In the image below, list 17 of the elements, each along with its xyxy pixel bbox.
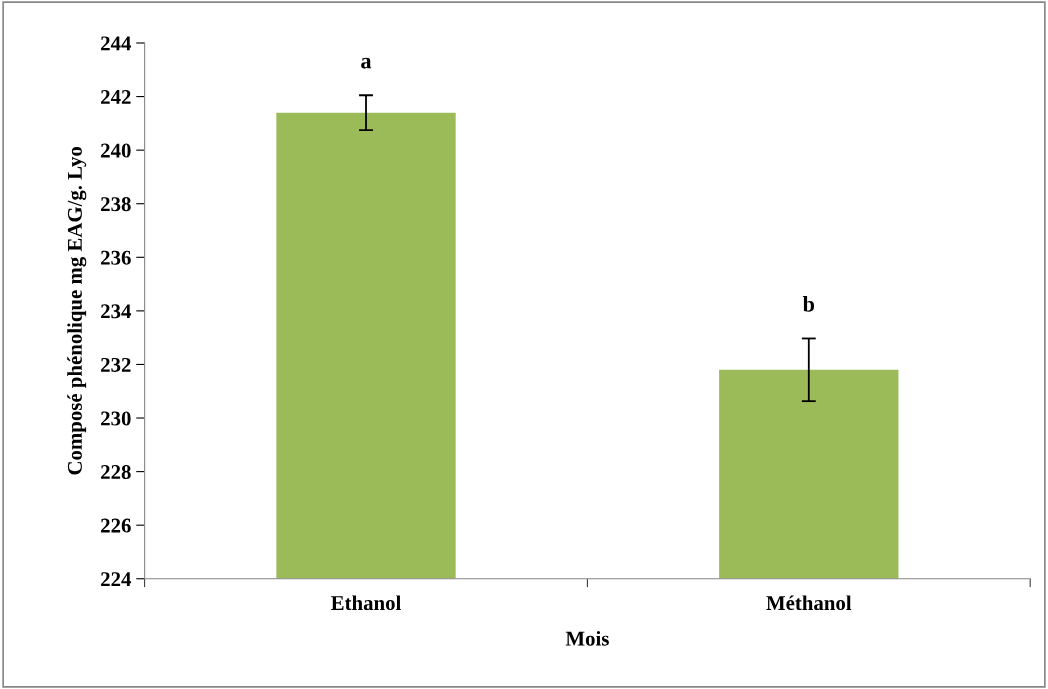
y-tick-label: 232 [101,357,131,372]
x-tick-label: Ethanol [331,595,401,611]
y-tick-label: 230 [101,411,131,426]
y-tick-label: 240 [101,143,131,158]
y-tick-label: 238 [101,197,131,212]
y-tick-label: 236 [101,250,131,265]
annotation: a [361,57,372,69]
y-tick-label: 224 [101,572,132,586]
annotation: b [802,296,815,312]
y-tick-label: 228 [101,464,131,480]
x-tick-label: Méthanol [766,595,852,611]
y-tick-label: 242 [101,90,131,104]
y-tick-label: 244 [101,36,132,51]
x-axis-title: Mois [565,630,609,646]
y-axis-title: Composé phénolique mg EAG/g. Lyo [67,147,87,475]
y-tick-label: 234 [101,304,132,319]
y-tick-label: 226 [101,518,131,533]
